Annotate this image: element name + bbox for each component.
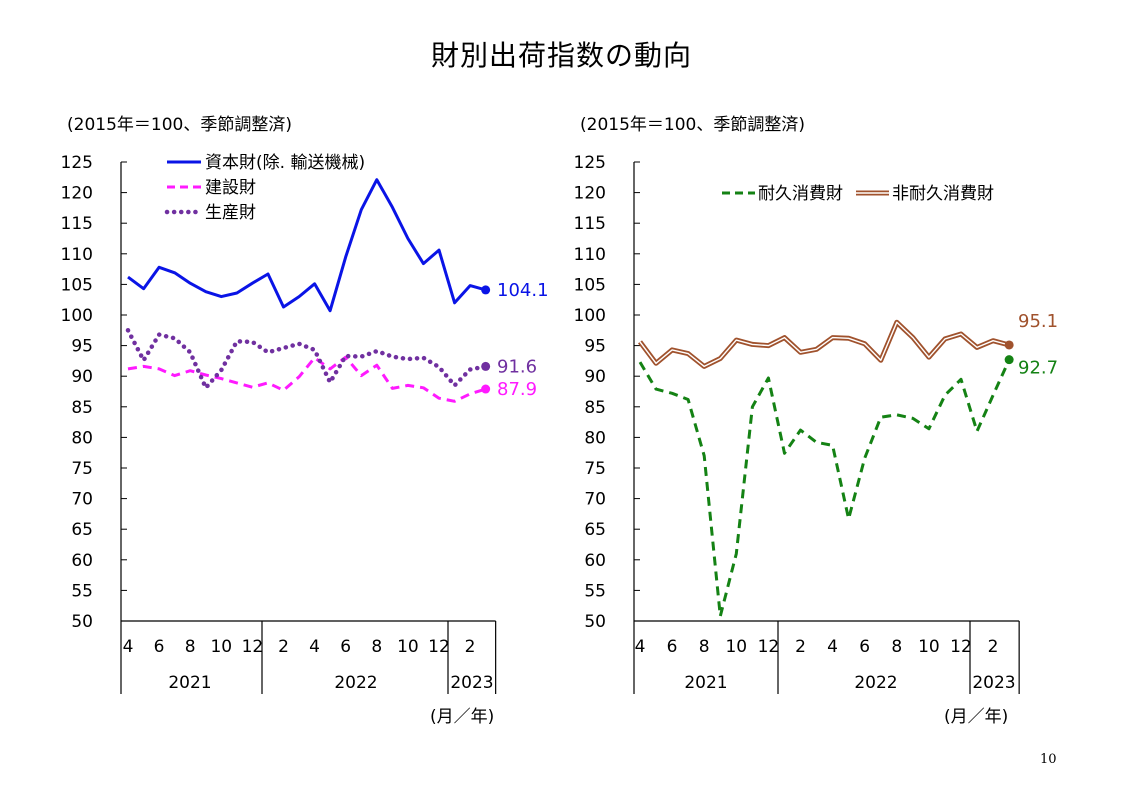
x-tick-label: 2	[465, 637, 476, 657]
x-tick-label: 10	[725, 637, 747, 657]
x-tick-label: 6	[667, 637, 678, 657]
y-tick-label: 55	[584, 581, 606, 601]
y-tick-label: 90	[584, 367, 606, 387]
y-tick-label: 115	[61, 214, 93, 234]
series-line	[127, 355, 487, 403]
series-end-marker	[1004, 355, 1014, 365]
x-tick-label: 6	[340, 637, 351, 657]
x-tick-label: 2	[278, 637, 289, 657]
legend-label: 耐久消費財	[758, 184, 843, 204]
series-end-label: 92.7	[1018, 358, 1058, 379]
series-end-marker	[481, 361, 491, 371]
series-line-inner	[639, 321, 1010, 368]
x-tick-label: 10	[918, 637, 940, 657]
x-tick-label: 8	[891, 637, 902, 657]
legend-label: 建設財	[205, 178, 256, 198]
y-tick-label: 120	[61, 184, 93, 204]
page-number: 10	[1040, 752, 1057, 767]
x-tick-label: 4	[123, 637, 134, 657]
series-end-label: 91.6	[497, 356, 537, 377]
x-tick-label: 12	[950, 637, 972, 657]
unit-note: (2015年＝100、季節調整済)	[67, 115, 292, 135]
y-tick-label: 70	[71, 490, 93, 510]
y-tick-label: 70	[584, 490, 606, 510]
legend-label: 資本財(除. 輸送機械)	[205, 153, 365, 173]
x-tick-label: 8	[185, 637, 196, 657]
y-tick-label: 100	[61, 306, 93, 326]
y-tick-label: 125	[574, 153, 606, 173]
y-tick-label: 75	[584, 459, 606, 479]
year-label: 2021	[684, 673, 727, 693]
year-label: 2022	[854, 673, 897, 693]
x-tick-label: 12	[758, 637, 780, 657]
y-tick-label: 90	[71, 367, 93, 387]
x-tick-label: 10	[397, 637, 419, 657]
unit-note: (2015年＝100、季節調整済)	[580, 115, 805, 135]
year-label: 2023	[972, 673, 1015, 693]
y-tick-label: 110	[61, 245, 93, 265]
y-tick-label: 65	[584, 520, 606, 540]
y-tick-label: 95	[584, 337, 606, 357]
x-tick-label: 8	[699, 637, 710, 657]
x-tick-label: 12	[242, 637, 264, 657]
y-tick-label: 105	[61, 275, 93, 295]
page-title: 財別出荷指数の動向	[430, 39, 692, 72]
series-end-label: 104.1	[497, 280, 549, 301]
year-label: 2021	[168, 673, 211, 693]
y-tick-label: 55	[71, 581, 93, 601]
x-tick-label: 4	[309, 637, 320, 657]
x-tick-label: 2	[988, 637, 999, 657]
y-tick-label: 125	[61, 153, 93, 173]
series-line	[125, 328, 488, 391]
year-label: 2023	[450, 673, 493, 693]
y-tick-label: 60	[71, 551, 93, 571]
legend-label: 非耐久消費財	[892, 184, 994, 204]
series-end-marker	[481, 285, 491, 295]
x-axis-label: (月／年)	[944, 707, 1008, 727]
x-tick-label: 6	[154, 637, 165, 657]
x-tick-label: 10	[210, 637, 232, 657]
y-tick-label: 65	[71, 520, 93, 540]
x-tick-label: 12	[428, 637, 450, 657]
series-line	[127, 178, 487, 313]
series-end-marker	[481, 384, 491, 394]
y-tick-label: 120	[574, 184, 606, 204]
series-end-label: 87.9	[497, 379, 537, 400]
y-tick-label: 80	[71, 428, 93, 448]
y-tick-label: 85	[584, 398, 606, 418]
y-tick-label: 95	[71, 337, 93, 357]
y-tick-label: 100	[574, 306, 606, 326]
x-tick-label: 2	[795, 637, 806, 657]
year-label: 2022	[334, 673, 377, 693]
y-tick-label: 50	[71, 612, 93, 632]
y-tick-label: 85	[71, 398, 93, 418]
y-tick-label: 50	[584, 612, 606, 632]
x-axis-label: (月／年)	[430, 707, 494, 727]
y-tick-label: 60	[584, 551, 606, 571]
y-tick-label: 75	[71, 459, 93, 479]
series-line	[638, 359, 1011, 618]
series-end-marker	[1004, 340, 1014, 350]
x-tick-label: 4	[827, 637, 838, 657]
y-tick-label: 80	[584, 428, 606, 448]
y-tick-label: 115	[574, 214, 606, 234]
legend-label: 生産財	[205, 203, 256, 223]
x-tick-label: 6	[859, 637, 870, 657]
y-tick-label: 110	[574, 245, 606, 265]
x-tick-label: 4	[635, 637, 646, 657]
x-tick-label: 8	[371, 637, 382, 657]
y-tick-label: 105	[574, 275, 606, 295]
series-end-label: 95.1	[1018, 311, 1058, 332]
